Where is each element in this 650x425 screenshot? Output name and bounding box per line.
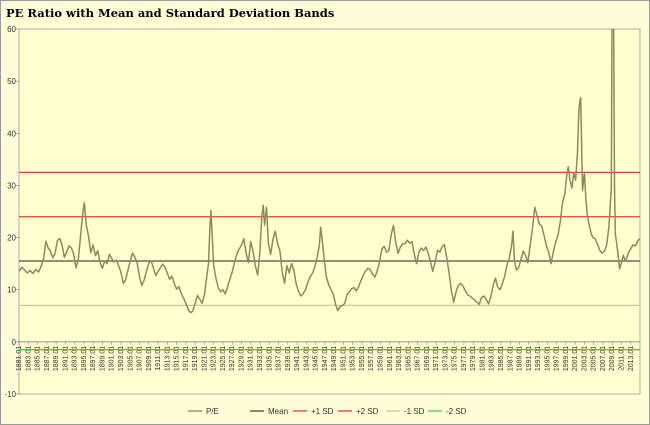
x-tick-label: 1981.01 [479,346,486,371]
x-tick-label: 1957.01 [368,346,375,371]
y-tick-label: 40 [7,129,16,138]
x-tick-label: 1987.01 [507,346,514,371]
x-tick-label: 1989.01 [517,346,524,371]
y-tick-label: 10 [7,286,16,295]
x-tick-label: 1887.01 [44,346,51,371]
x-tick-label: 1995.01 [544,346,551,371]
legend-label: -2 SD [446,407,467,416]
x-tick-label: 1885.01 [35,346,42,371]
y-tick-label: 60 [7,25,16,34]
x-tick-label: 1937.01 [276,346,283,371]
x-tick-label: 1955.01 [359,346,366,371]
x-tick-label: 1913.01 [164,346,171,371]
plot-area [18,28,641,395]
x-tick-label: 1979.01 [470,346,477,371]
x-tick-label: 1975.01 [452,346,459,371]
x-tick-label: 1931.01 [248,346,255,371]
x-tick-label: 1991.01 [526,346,533,371]
x-tick-label: 1999.01 [563,346,570,371]
x-tick-label: 1905.01 [127,346,134,371]
x-tick-label: 1947.01 [322,346,329,371]
x-tick-label: 1969.01 [424,346,431,371]
x-tick-label: 2009.01 [609,346,616,371]
y-tick-label: 50 [7,77,16,86]
x-tick-label: 1883.01 [25,346,32,371]
x-tick-label: 1951.01 [340,346,347,371]
y-tick-label: 30 [7,181,16,190]
x-tick-label: 1911.01 [155,346,162,371]
x-tick-label: 1933.01 [257,346,264,371]
x-tick-label: 1903.01 [118,346,125,371]
x-tick-label: 2011.01 [619,346,626,371]
legend-label: +1 SD [311,407,334,416]
x-tick-label: 1895.01 [81,346,88,371]
legend-label: +2 SD [356,407,379,416]
x-tick-label: 1899.01 [99,346,106,371]
x-tick-label: 1915.01 [174,346,181,371]
x-tick-label: 1965.01 [405,346,412,371]
y-tick-label: 20 [7,234,16,243]
x-tick-label: 1927.01 [229,346,236,371]
x-tick-label: 1923.01 [211,346,218,371]
x-tick-label: 1953.01 [350,346,357,371]
x-tick-label: 1925.01 [220,346,227,371]
x-tick-label: 1907.01 [137,346,144,371]
x-tick-label: 1921.01 [201,346,208,371]
legend-label: Mean [268,407,288,416]
x-tick-label: 1939.01 [285,346,292,371]
x-tick-label: 1971.01 [433,346,440,371]
y-tick-label: -10 [4,390,16,399]
chart-title: PE Ratio with Mean and Standard Deviatio… [6,6,335,20]
x-tick-label: 1891.01 [62,346,69,371]
x-tick-label: 1959.01 [378,346,385,371]
x-tick-label: 1949.01 [331,346,338,371]
x-tick-label: 2001.01 [572,346,579,371]
x-tick-label: 1977.01 [461,346,468,371]
x-tick-label: 1985.01 [498,346,505,371]
x-tick-label: 1909.01 [146,346,153,371]
x-tick-label: 1897.01 [90,346,97,371]
x-tick-label: 1917.01 [183,346,190,371]
legend-label: P/E [206,407,219,416]
x-tick-label: 1961.01 [387,346,394,371]
x-tick-label: 1945.01 [313,346,320,371]
x-tick-label: 1967.01 [415,346,422,371]
x-tick-label: 1941.01 [294,346,301,371]
pe-series-line [19,29,640,314]
x-tick-label: 1893.01 [72,346,79,371]
x-tick-label: 1983.01 [489,346,496,371]
x-tick-label: 1993.01 [535,346,542,371]
x-tick-label: 1901.01 [109,346,116,371]
x-tick-label: 2013.01 [628,346,635,371]
x-tick-label: 1919.01 [192,346,199,371]
x-tick-label: 1997.01 [554,346,561,371]
x-tick-label: 1881.01 [16,346,23,371]
x-tick-label: 1889.01 [53,346,60,371]
x-tick-label: 1935.01 [266,346,273,371]
x-tick-label: 1963.01 [396,346,403,371]
legend-label: -1 SD [404,407,425,416]
x-tick-label: 1943.01 [303,346,310,371]
x-tick-label: 1973.01 [442,346,449,371]
x-tick-label: 2003.01 [581,346,588,371]
x-tick-label: 2007.01 [600,346,607,371]
x-tick-label: 1929.01 [238,346,245,371]
y-tick-label: 0 [12,338,17,347]
x-tick-label: 2005.01 [591,346,598,371]
